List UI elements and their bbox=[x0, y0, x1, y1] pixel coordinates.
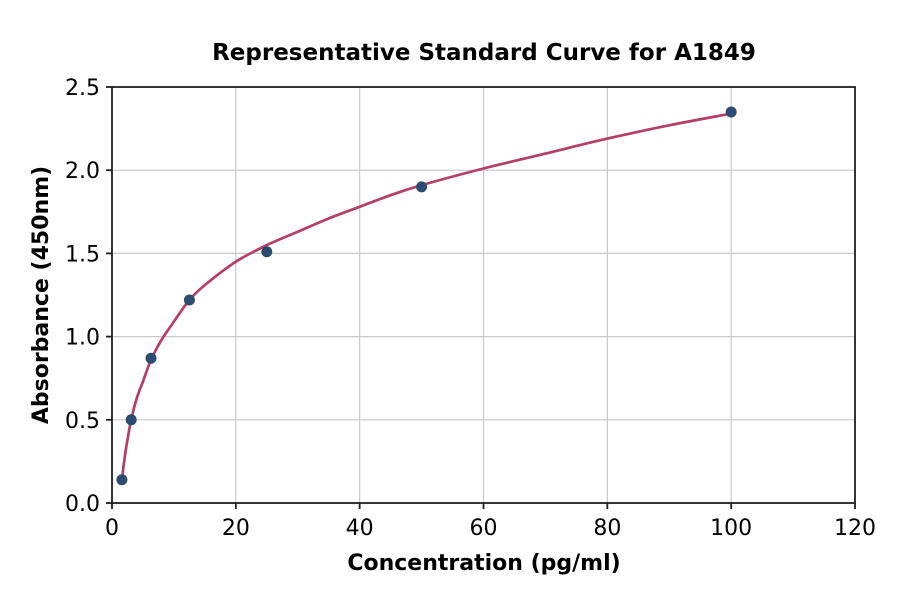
y-tick-label: 2.0 bbox=[65, 159, 100, 184]
data-point bbox=[145, 352, 157, 364]
x-tick-label: 100 bbox=[710, 516, 752, 541]
x-axis-label: Concentration (pg/ml) bbox=[347, 551, 620, 576]
data-point bbox=[125, 414, 137, 426]
data-point bbox=[183, 294, 195, 306]
data-point bbox=[725, 106, 737, 118]
y-tick-label: 0.0 bbox=[65, 492, 100, 517]
y-tick-label: 0.5 bbox=[65, 409, 100, 434]
y-tick-label: 2.5 bbox=[65, 76, 100, 101]
x-tick-label: 60 bbox=[470, 516, 498, 541]
x-tick-label: 80 bbox=[593, 516, 621, 541]
y-axis-label: Absorbance (450nm) bbox=[29, 166, 54, 424]
x-tick-label: 20 bbox=[222, 516, 250, 541]
data-point bbox=[416, 181, 428, 193]
x-tick-label: 120 bbox=[834, 516, 876, 541]
y-tick-label: 1.0 bbox=[65, 326, 100, 351]
y-tick-label: 1.5 bbox=[65, 242, 100, 267]
x-tick-label: 0 bbox=[105, 516, 119, 541]
fit-curve-line bbox=[120, 112, 733, 482]
chart-marks: 0 20 40 60 80 100 120 0.0 0.5 1.0 1.5 2.0 2.5 bbox=[65, 76, 876, 541]
chart-title: Representative Standard Curve for A1849 bbox=[212, 40, 756, 66]
data-point bbox=[261, 246, 273, 258]
x-tick-label: 40 bbox=[346, 516, 374, 541]
data-point bbox=[116, 474, 128, 486]
